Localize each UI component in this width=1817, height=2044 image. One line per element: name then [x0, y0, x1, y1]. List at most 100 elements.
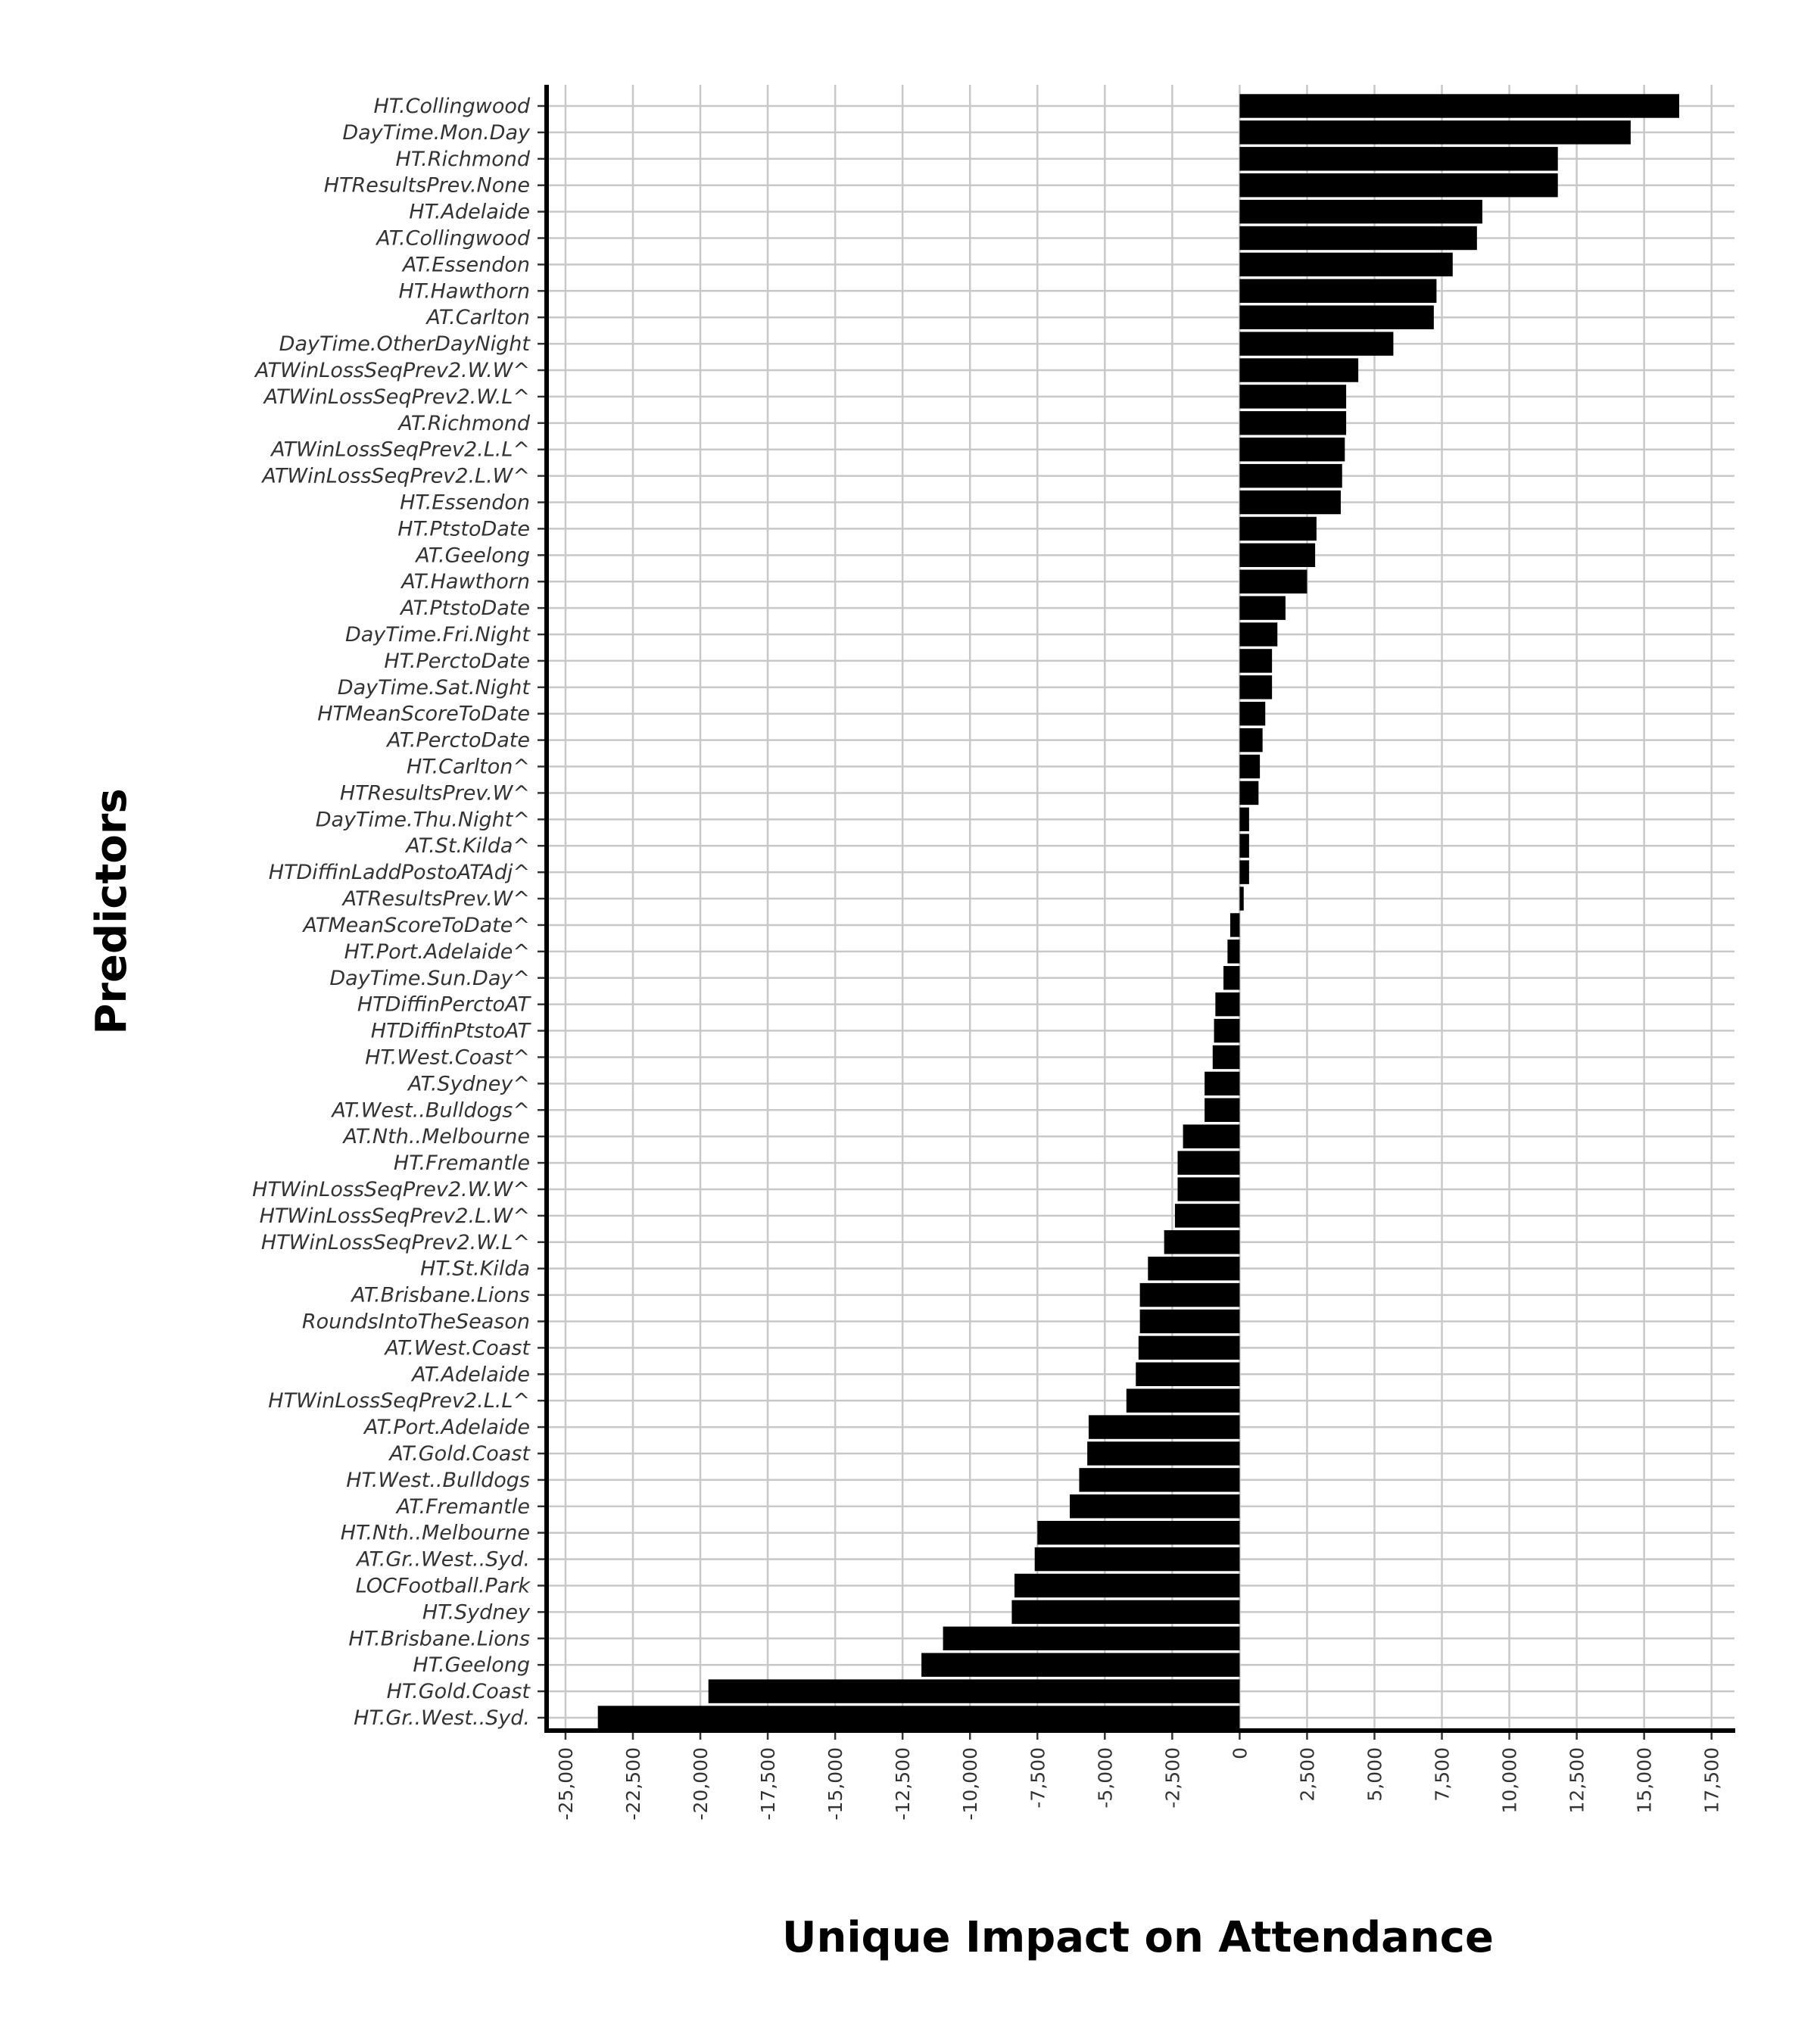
- y-tick-label: ATWinLossSeqPrev2.W.L^: [263, 385, 530, 409]
- bar: [1177, 1151, 1240, 1175]
- bar: [1215, 992, 1240, 1017]
- bar: [1223, 966, 1240, 990]
- x-tick-label: 7,500: [1432, 1747, 1454, 1802]
- bar: [1214, 1018, 1240, 1043]
- y-tick-label: HTWinLossSeqPrev2.L.L^: [268, 1389, 530, 1413]
- bar: [1239, 173, 1558, 198]
- x-tick-label: -2,500: [1161, 1747, 1183, 1809]
- bars: [597, 94, 1679, 1730]
- y-tick-label: HTWinLossSeqPrev2.L.W^: [260, 1204, 530, 1228]
- y-tick-label: DayTime.Fri.Night: [345, 623, 531, 647]
- y-tick-label: AT.West..Bulldogs^: [330, 1098, 530, 1122]
- bar: [1087, 1441, 1240, 1466]
- bar: [1239, 438, 1345, 462]
- bar: [1239, 147, 1558, 171]
- bar: [943, 1626, 1240, 1651]
- bar: [1239, 702, 1266, 726]
- y-tick-label: HT.Hawthorn: [398, 279, 530, 303]
- bar: [1239, 833, 1249, 858]
- bar: [1138, 1335, 1240, 1360]
- bar: [1239, 675, 1273, 700]
- bar: [1011, 1600, 1240, 1625]
- y-tick-label: AT.Hawthorn: [400, 570, 530, 594]
- y-tick-label: AT.Gr..West..Syd.: [355, 1548, 530, 1572]
- y-tick-label: AT.Gold.Coast: [388, 1442, 531, 1466]
- x-tick-label: 15,000: [1634, 1747, 1656, 1813]
- x-tick-label: 17,500: [1701, 1747, 1723, 1813]
- y-tick-label: HTWinLossSeqPrev2.W.L^: [261, 1231, 530, 1254]
- bar: [1177, 1177, 1240, 1201]
- x-tick-label: 5,000: [1364, 1747, 1385, 1802]
- x-tick-label: -22,500: [622, 1747, 644, 1821]
- y-tick-label: AT.Adelaide: [410, 1363, 530, 1386]
- y-tick-label: DayTime.Mon.Day: [342, 121, 531, 145]
- y-tick-label: AT.Collingwood: [375, 227, 531, 251]
- bar: [1088, 1415, 1240, 1439]
- bar: [1239, 120, 1631, 145]
- y-tick-label: AT.Geelong: [414, 544, 530, 567]
- y-tick-label: HT.West..Bulldogs: [346, 1469, 530, 1492]
- bar: [1239, 385, 1347, 409]
- x-axis-title: Unique Impact on Attendance: [782, 1913, 1494, 1962]
- x-tick-label: -17,500: [757, 1747, 779, 1821]
- y-tick-label: DayTime.Sun.Day^: [329, 967, 530, 990]
- y-tick-label: HT.Collingwood: [373, 95, 530, 118]
- y-tick-label: AT.PerctoDate: [385, 729, 530, 752]
- bar: [1070, 1494, 1240, 1519]
- y-tick-label: HTMeanScoreToDate: [317, 703, 530, 726]
- bar: [1230, 913, 1240, 937]
- x-tick-label: -20,000: [690, 1747, 712, 1821]
- bar: [1239, 94, 1679, 118]
- y-tick-label: ATMeanScoreToDate^: [301, 914, 530, 937]
- y-tick-label: AT.Essendon: [401, 253, 530, 276]
- bar: [1139, 1309, 1240, 1334]
- y-tick-label: ATWinLossSeqPrev2.L.L^: [270, 438, 530, 462]
- x-tick-label: -15,000: [824, 1747, 846, 1821]
- y-tick-label: ATWinLossSeqPrev2.L.W^: [260, 465, 530, 488]
- y-tick-label: HT.Carlton^: [407, 756, 530, 779]
- y-tick-label: HT.Essendon: [400, 491, 530, 515]
- y-tick-label: AT.Sydney^: [407, 1072, 530, 1095]
- bar: [1126, 1388, 1240, 1413]
- bar: [1139, 1282, 1240, 1307]
- y-tick-label: HT.West.Coast^: [365, 1045, 530, 1069]
- y-tick-label: ATWinLossSeqPrev2.W.W^: [254, 359, 530, 382]
- bar: [1148, 1256, 1240, 1281]
- bar: [1239, 728, 1263, 752]
- bar: [1239, 649, 1273, 673]
- y-tick-label: LOCFootball.Park: [356, 1574, 531, 1597]
- y-tick-label: HTWinLossSeqPrev2.W.W^: [252, 1178, 530, 1201]
- y-tick-label: AT.St.Kilda^: [404, 834, 530, 858]
- x-tick-labels: -25,000 -22,500 -20,000 -17,500 -15,000 -12,5…: [555, 1731, 1723, 1821]
- y-tick-label: HT.Fremantle: [394, 1151, 530, 1175]
- x-tick-label: -25,000: [555, 1747, 577, 1821]
- y-tick-label: RoundsIntoTheSeason: [302, 1310, 530, 1333]
- y-tick-label: AT.Carlton: [425, 306, 530, 329]
- x-tick-label: 10,000: [1499, 1747, 1521, 1813]
- y-tick-label: HT.Sydney: [422, 1600, 531, 1624]
- x-tick-label: -12,500: [892, 1747, 914, 1821]
- bar: [1212, 1045, 1240, 1070]
- y-tick-label: HT.Adelaide: [409, 201, 530, 224]
- bar: [1239, 569, 1307, 594]
- y-tick-label: HTResultsPrev.None: [324, 174, 530, 198]
- bar: [1239, 781, 1259, 805]
- bar: [1034, 1547, 1240, 1572]
- x-tick-label: 12,500: [1566, 1747, 1588, 1813]
- bar: [1239, 886, 1244, 911]
- bar: [1239, 332, 1394, 356]
- bar: [1239, 807, 1249, 832]
- bar: [708, 1679, 1240, 1703]
- y-tick-label: AT.Fremantle: [395, 1495, 530, 1519]
- bar: [1239, 411, 1347, 435]
- bar: [1239, 596, 1286, 620]
- x-tick-label: 0: [1229, 1747, 1251, 1759]
- bar: [1239, 305, 1434, 329]
- bar: [1136, 1362, 1240, 1386]
- bar: [1227, 939, 1240, 964]
- x-tick-label: -5,000: [1094, 1747, 1116, 1809]
- bar: [1174, 1204, 1240, 1228]
- bar: [597, 1706, 1240, 1730]
- y-tick-label: HT.Nth..Melbourne: [341, 1522, 530, 1545]
- y-tick-label: DayTime.Sat.Night: [338, 676, 531, 700]
